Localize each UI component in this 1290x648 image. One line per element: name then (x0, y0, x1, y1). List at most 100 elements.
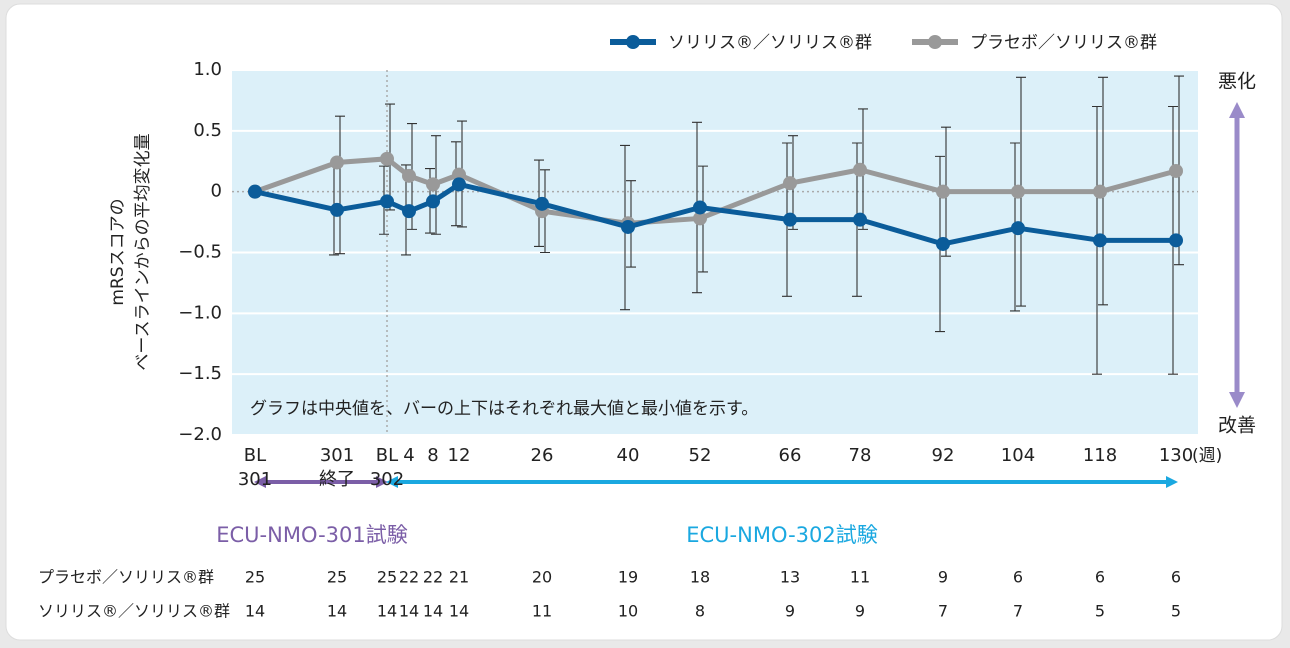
data-point (426, 177, 440, 192)
data-point (380, 151, 394, 166)
data-point (1011, 184, 1025, 199)
count-value: 6 (1095, 568, 1105, 587)
x-tick-label: 302 (370, 469, 404, 490)
y-axis-label: mRSスコアの (108, 198, 128, 305)
count-value: 11 (850, 568, 870, 587)
count-value: 5 (1171, 602, 1181, 621)
x-tick-label: 12 (448, 445, 471, 466)
count-value: 14 (245, 602, 265, 621)
x-tick-label: 26 (531, 445, 554, 466)
data-point (853, 162, 867, 177)
error-bar (335, 115, 345, 255)
data-point (330, 202, 344, 217)
data-point (1093, 233, 1107, 248)
count-row-label: プラセボ／ソリリス®群 (38, 568, 214, 587)
data-point (783, 212, 797, 227)
y-tick-label: −1.5 (178, 363, 222, 384)
x-tick-label: 52 (689, 445, 712, 466)
x-tick-label: 301 (320, 445, 354, 466)
count-value: 21 (449, 568, 469, 587)
count-value: 14 (399, 602, 419, 621)
y-tick-label: 0.5 (193, 120, 222, 141)
arrow-head (1229, 102, 1245, 118)
x-tick-label: 130 (1159, 445, 1193, 466)
x-tick-label: 118 (1083, 445, 1117, 466)
data-point (936, 184, 950, 199)
worse-label: 悪化 (1218, 71, 1256, 93)
data-point (1169, 233, 1183, 248)
data-point (1169, 163, 1183, 178)
data-point (452, 177, 466, 192)
data-point (402, 168, 416, 183)
y-tick-label: 1.0 (193, 59, 222, 80)
count-value: 25 (377, 568, 397, 587)
y-tick-label: −2.0 (178, 424, 222, 445)
data-point (330, 155, 344, 170)
legend-label: ソリリス®／ソリリス®群 (668, 33, 872, 53)
x-tick-label: 終了 (319, 469, 355, 490)
y-tick-label: −0.5 (178, 242, 222, 263)
count-value: 22 (399, 568, 419, 587)
arrow-head (386, 476, 398, 488)
count-value: 9 (855, 602, 865, 621)
count-value: 25 (245, 568, 265, 587)
y-axis-label: ベースラインからの平均変化量 (133, 133, 153, 370)
count-value: 19 (618, 568, 638, 587)
count-value: 14 (377, 602, 397, 621)
count-value: 9 (785, 602, 795, 621)
data-point (693, 211, 707, 226)
phase-label: ECU-NMO-301試験 (216, 523, 407, 547)
count-value: 9 (938, 568, 948, 587)
phase-label: ECU-NMO-302試験 (686, 523, 877, 547)
data-point (248, 184, 262, 199)
annotation: グラフは中央値を、バーの上下はそれぞれ最大値と最小値を示す。 (250, 399, 758, 419)
count-value: 22 (423, 568, 443, 587)
data-point (402, 204, 416, 219)
data-point (1011, 221, 1025, 236)
data-point (1093, 184, 1107, 199)
count-value: 14 (327, 602, 347, 621)
arrow-head (376, 476, 388, 488)
data-point (783, 176, 797, 191)
count-row-label: ソリリス®／ソリリス®群 (38, 602, 230, 621)
arrow-head (1166, 476, 1178, 488)
data-point (426, 194, 440, 209)
count-value: 8 (695, 602, 705, 621)
count-value: 18 (690, 568, 710, 587)
count-value: 6 (1013, 568, 1023, 587)
count-value: 11 (532, 602, 552, 621)
y-tick-label: 0 (211, 181, 222, 202)
count-value: 7 (1013, 602, 1023, 621)
count-value: 14 (449, 602, 469, 621)
legend-label: プラセボ／ソリリス®群 (970, 33, 1157, 53)
y-tick-label: −1.0 (178, 302, 222, 323)
x-tick-label: 40 (617, 445, 640, 466)
x-tick-label: BL (376, 445, 398, 466)
x-tick-label: 104 (1001, 445, 1035, 466)
x-tick-label: 8 (427, 445, 438, 466)
data-point (621, 219, 635, 234)
legend-marker (626, 35, 640, 49)
x-tick-label: 301 (238, 469, 272, 490)
x-tick-label: 92 (932, 445, 955, 466)
count-value: 20 (532, 568, 552, 587)
better-label: 改善 (1218, 415, 1256, 437)
count-value: 13 (780, 568, 800, 587)
data-point (693, 200, 707, 215)
x-unit: (週) (1192, 446, 1222, 466)
arrow-head (254, 476, 266, 488)
x-tick-label: 78 (849, 445, 872, 466)
count-value: 6 (1171, 568, 1181, 587)
x-tick-label: BL (244, 445, 266, 466)
count-value: 14 (423, 602, 443, 621)
count-value: 10 (618, 602, 638, 621)
count-value: 25 (327, 568, 347, 587)
data-point (936, 236, 950, 251)
data-point (853, 212, 867, 227)
legend-marker (928, 35, 942, 49)
x-tick-label: 66 (779, 445, 802, 466)
count-value: 5 (1095, 602, 1105, 621)
arrow-head (1229, 392, 1245, 408)
